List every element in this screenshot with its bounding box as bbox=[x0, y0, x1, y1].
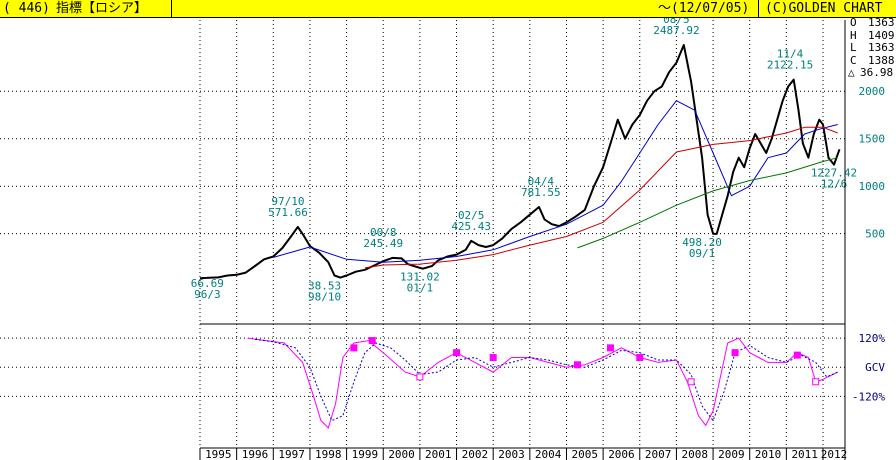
gcv-line-signal bbox=[254, 338, 838, 422]
gcv-marker-filled bbox=[453, 349, 461, 357]
annotation-label: 97/10 bbox=[271, 195, 304, 208]
annotation-label: 571.66 bbox=[268, 206, 308, 219]
change-label: △ bbox=[848, 66, 855, 79]
date-range: ～(12/07/05) bbox=[658, 1, 750, 16]
annotation-label: 96/3 bbox=[194, 288, 221, 301]
x-tick-label: 2001 bbox=[425, 448, 452, 460]
x-tick-label: 1999 bbox=[352, 448, 379, 460]
x-tick-label: 1998 bbox=[315, 448, 342, 460]
series-line-price bbox=[199, 44, 841, 280]
annotation-label: 00/8 bbox=[370, 226, 397, 239]
open-label: O bbox=[850, 18, 857, 29]
annotation-label: 98/10 bbox=[308, 291, 341, 304]
annotation-label: 08/5 bbox=[663, 18, 690, 26]
annotation-label: 2487.92 bbox=[653, 24, 699, 37]
x-tick-label: 2012 bbox=[821, 448, 848, 460]
index-name: 指標【ロシア】 bbox=[56, 1, 148, 16]
series-line-ma-long bbox=[577, 157, 838, 249]
annotation-label: 245.49 bbox=[363, 237, 403, 250]
axis-labels: 1995 1996 1997 1998 1999 2000 2001 2002 2003 2004… bbox=[199, 20, 886, 460]
y-tick-label: 2000 bbox=[859, 85, 886, 98]
ticker-code: ( 446) bbox=[3, 1, 50, 16]
x-tick-label: 1996 bbox=[242, 448, 269, 460]
low-value: 1363 bbox=[868, 41, 895, 54]
gcv-marker-open bbox=[416, 373, 424, 381]
gcv-marker-filled bbox=[350, 344, 358, 352]
annotation-label: 11/4 bbox=[777, 48, 804, 61]
annotation-label: 498.20 bbox=[682, 236, 722, 249]
title-divider bbox=[758, 0, 759, 18]
annotation-label: 12/6 bbox=[821, 178, 848, 191]
gcv-marker-filled bbox=[368, 337, 376, 345]
gcv-marker-filled bbox=[573, 361, 581, 369]
title-divider bbox=[171, 0, 172, 18]
x-tick-label: 2007 bbox=[645, 448, 672, 460]
annotation-label: 131.02 bbox=[400, 271, 440, 284]
open-value: 1363 bbox=[868, 18, 895, 29]
gcv-tick-label: -120% bbox=[852, 390, 885, 403]
annotation-label: 425.43 bbox=[451, 220, 491, 233]
high-label: H bbox=[850, 29, 857, 42]
series-line-ma-short bbox=[273, 100, 838, 263]
annotation-label: 02/5 bbox=[458, 209, 485, 222]
y-tick-label: 1000 bbox=[859, 180, 886, 193]
y-tick-label: 500 bbox=[865, 228, 885, 241]
x-tick-label: 2006 bbox=[608, 448, 635, 460]
x-tick-label: 1995 bbox=[205, 448, 232, 460]
y-tick-label: 1500 bbox=[859, 133, 886, 146]
x-tick-label: 2004 bbox=[535, 448, 562, 460]
low-label: L bbox=[850, 41, 857, 54]
gcv-marker-open bbox=[812, 378, 820, 386]
brand-label: (C)GOLDEN CHART bbox=[765, 1, 883, 16]
annotation-label: 04/4 bbox=[528, 175, 555, 188]
gcv-tick-label: GCV bbox=[865, 361, 885, 374]
x-tick-label: 2010 bbox=[755, 448, 782, 460]
annotation-label: 38.53 bbox=[308, 280, 341, 293]
x-tick-label: 1997 bbox=[278, 448, 305, 460]
change-value: 36.98 bbox=[860, 66, 893, 79]
annotation-label: 09/1 bbox=[689, 247, 716, 260]
gcv-line-gcv bbox=[247, 337, 838, 429]
x-tick-label: 2011 bbox=[791, 448, 818, 460]
series-line-ma-mid bbox=[364, 126, 838, 269]
annotation-label: 1227.42 bbox=[811, 167, 857, 180]
high-value: 1409 bbox=[868, 29, 895, 42]
x-tick-label: 2005 bbox=[572, 448, 599, 460]
gcv-panel bbox=[247, 337, 838, 429]
gcv-tick-label: 120% bbox=[859, 332, 886, 345]
annotation-label: 2122.15 bbox=[767, 59, 813, 72]
annotation-label: 01/1 bbox=[407, 282, 434, 295]
x-tick-label: 2003 bbox=[498, 448, 525, 460]
gcv-marker-filled bbox=[731, 349, 739, 357]
x-tick-label: 2002 bbox=[462, 448, 489, 460]
gcv-marker-filled bbox=[489, 354, 497, 362]
title-bar: ( 446) 指標【ロシア】 ～(12/07/05) (C)GOLDEN CHA… bbox=[0, 0, 896, 18]
close-value: 1388 bbox=[868, 54, 895, 67]
gcv-marker-filled bbox=[606, 344, 614, 352]
close-label: C bbox=[850, 54, 857, 67]
x-tick-label: 2009 bbox=[718, 448, 745, 460]
gcv-marker-open bbox=[687, 378, 695, 386]
annotation-label: 781.55 bbox=[521, 186, 561, 199]
annotation-label: 66.69 bbox=[191, 277, 224, 290]
x-tick-label: 2000 bbox=[388, 448, 415, 460]
gcv-marker-filled bbox=[793, 351, 801, 359]
gcv-marker-filled bbox=[636, 354, 644, 362]
ohlc-readout: O 1363 H 1409 L 1363 C 1388 △ 36.98 bbox=[848, 18, 895, 79]
x-tick-label: 2008 bbox=[681, 448, 708, 460]
